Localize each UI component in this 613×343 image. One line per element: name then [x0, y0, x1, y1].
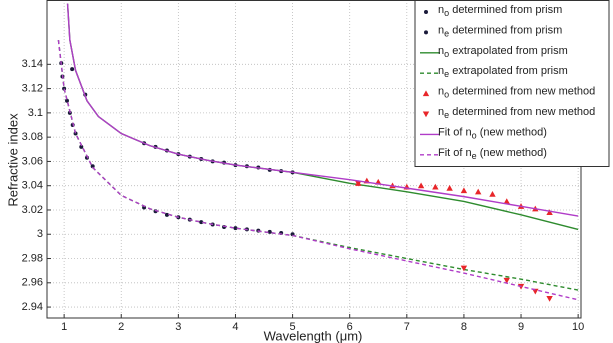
data-point [546, 296, 553, 302]
x-tick-label: 2 [118, 321, 124, 333]
y-tick-label: 3.02 [22, 204, 43, 216]
y-tick-label: 3.14 [22, 58, 43, 70]
y-tick-label: 3.1 [28, 107, 43, 119]
legend-label: ne determined from prism [438, 24, 562, 38]
legend-label: Fit of no (new method) [438, 126, 547, 140]
y-tick-label: 3.04 [22, 180, 43, 192]
data-point [70, 67, 75, 72]
data-point [90, 164, 95, 169]
y-tick-label: 2.96 [22, 277, 43, 289]
x-tick-label: 4 [232, 321, 238, 333]
x-tick-label: 5 [290, 321, 296, 333]
data-point [503, 198, 510, 205]
legend-label: ne extrapolated from prism [438, 65, 568, 79]
data-point [164, 212, 169, 217]
data-point [62, 86, 67, 91]
data-point [355, 180, 362, 187]
axes: 1 2 3 4 5 6 7 8 9 10 2.94 2.96 2.98 3 3.02 3.04 3.06 3.08… [22, 58, 585, 333]
data-point [532, 288, 539, 295]
legend-swatch [422, 111, 430, 118]
data-point [73, 131, 78, 136]
legend-swatch [424, 10, 428, 14]
x-tick-label: 8 [461, 321, 467, 333]
x-tick-label: 1 [61, 321, 67, 333]
x-tick-label: 6 [347, 321, 353, 333]
data-point [432, 183, 439, 190]
series-line [66, 3, 579, 217]
data-point [489, 190, 496, 197]
y-tick-label: 2.98 [22, 252, 43, 264]
data-point [474, 188, 482, 195]
data-point [546, 209, 553, 215]
y-tick-label: 3.06 [22, 155, 43, 167]
data-point [460, 187, 468, 194]
data-point [446, 184, 453, 191]
legend-label: ne determined from new method [438, 106, 595, 120]
x-tick-label: 10 [572, 321, 584, 333]
data-point [417, 182, 425, 189]
data-point [199, 220, 204, 225]
y-tick-label: 3.08 [22, 131, 43, 143]
x-axis-label: Wavelength (μm) [264, 328, 363, 343]
data-point [64, 98, 69, 103]
y-axis-label: Refractive index [5, 113, 20, 207]
data-point [267, 229, 272, 234]
x-tick-label: 3 [175, 321, 181, 333]
data-point [233, 226, 238, 231]
legend-label: no determined from new method [438, 86, 595, 100]
legend-label: no extrapolated from prism [438, 45, 568, 59]
legend-swatch [422, 90, 430, 97]
data-point [503, 277, 510, 284]
data-point [79, 144, 84, 149]
plot-area [57, 3, 579, 302]
x-tick-label: 9 [518, 321, 524, 333]
legend-label: Fit of ne (new method) [438, 147, 547, 161]
legend-box [414, 0, 610, 167]
y-tick-label: 2.94 [22, 301, 43, 313]
y-tick-label: 3 [37, 228, 43, 240]
legend-swatch [424, 30, 428, 35]
legend-label: no determined from prism [438, 4, 562, 18]
y-tick-label: 3.12 [22, 83, 43, 95]
x-tick-label: 7 [404, 321, 410, 333]
data-point [460, 265, 468, 272]
legend: no determined from prism ne determined fr… [414, 0, 610, 167]
series-line [57, 39, 579, 301]
